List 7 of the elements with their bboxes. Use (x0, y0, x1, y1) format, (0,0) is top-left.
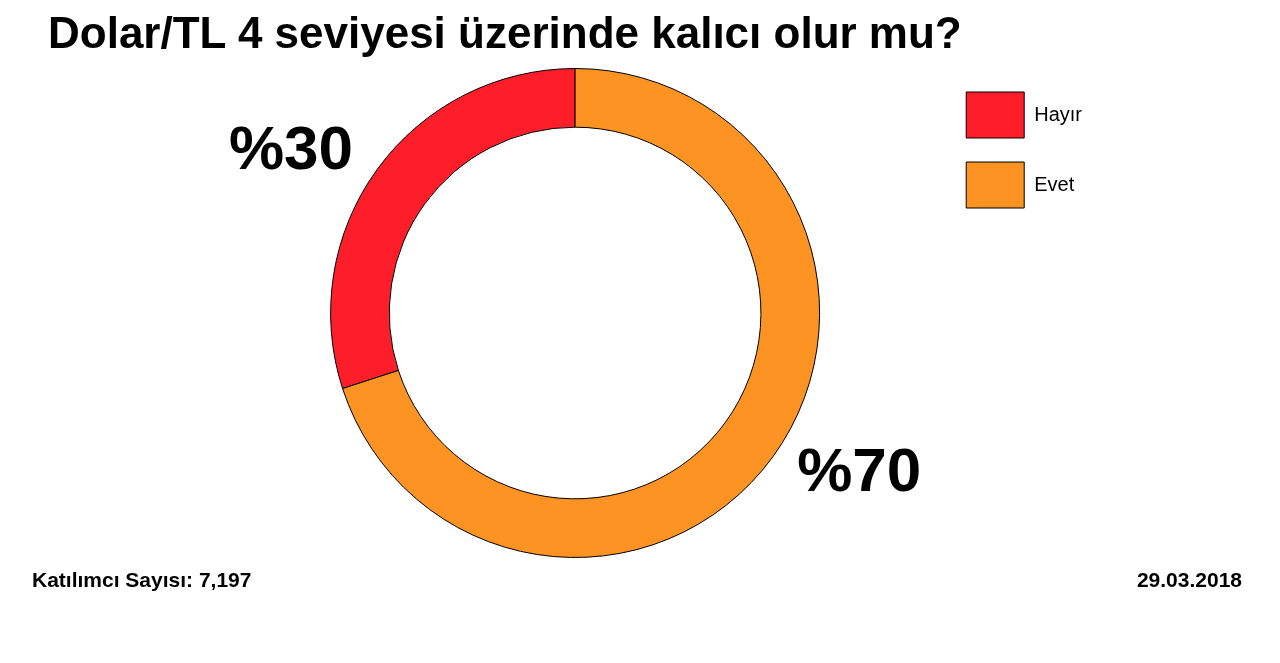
legend-label: Evet (1034, 172, 1075, 195)
legend-label: Hayır (1034, 102, 1083, 125)
text: 29.03.2018 (1136, 568, 1242, 592)
data-label: %70 (797, 435, 922, 505)
data-label: %30 (228, 112, 354, 182)
chart-title: Dolar/TL 4 seviyesi üzerinde kalıcı olur mu? (48, 8, 963, 58)
text: Katılımcı Sayısı: 7,197 (32, 568, 252, 592)
